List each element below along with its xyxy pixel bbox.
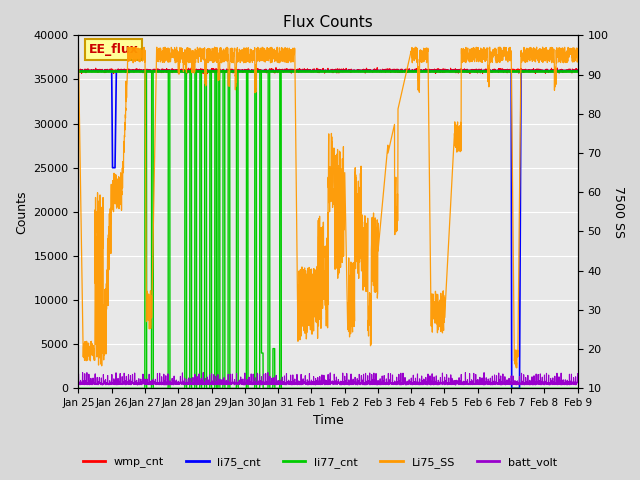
- Y-axis label: Counts: Counts: [15, 190, 28, 234]
- Legend: wmp_cnt, li75_cnt, li77_cnt, Li75_SS, batt_volt: wmp_cnt, li75_cnt, li77_cnt, Li75_SS, ba…: [78, 452, 562, 472]
- Title: Flux Counts: Flux Counts: [283, 15, 373, 30]
- Text: EE_flux: EE_flux: [88, 43, 138, 56]
- X-axis label: Time: Time: [312, 414, 344, 427]
- Y-axis label: 7500 SS: 7500 SS: [612, 186, 625, 238]
